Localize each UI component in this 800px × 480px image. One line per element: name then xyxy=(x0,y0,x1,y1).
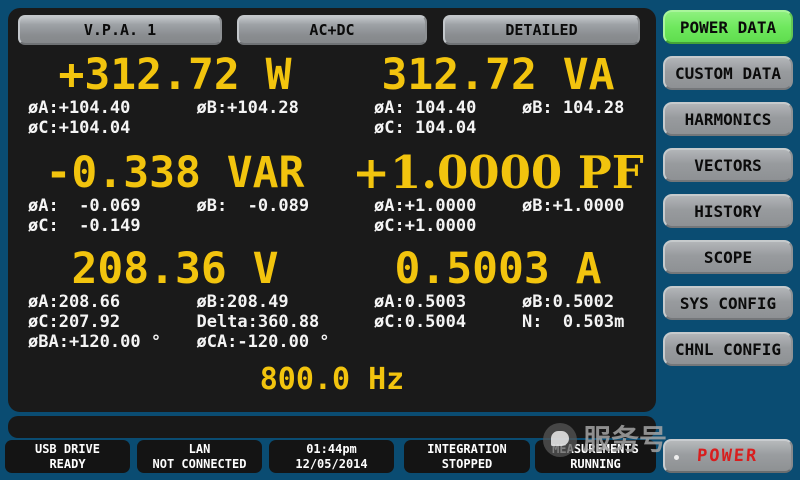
pf-section: +1.0000 PF øA:+1.0000 øB:+1.0000 øC:+1.0… xyxy=(348,146,648,237)
var-phase-a: øA: -0.069 xyxy=(28,196,141,216)
sidebar-label-scope: SCOPE xyxy=(703,247,753,267)
status-lan-line2: NOT CONNECTED xyxy=(152,456,247,471)
tab-acdc-label: AC+DC xyxy=(309,21,355,39)
volts-section: 208.36 V øA:208.66 øB:208.49 øC:207.92 D… xyxy=(10,246,340,352)
watts-phase-c: øC:+104.04 xyxy=(28,118,131,138)
sidebar-label-history: HISTORY xyxy=(694,201,762,221)
sidebar-item-history[interactable]: HISTORY xyxy=(663,194,793,228)
amps-phase-b: øB:0.5002 xyxy=(521,292,615,312)
volts-phase-a: øA:208.66 xyxy=(28,292,121,312)
sidebar-item-scope[interactable]: SCOPE xyxy=(663,240,793,274)
status-usb-line2: READY xyxy=(49,456,86,471)
tab-acdc-mode[interactable]: AC+DC xyxy=(237,15,427,45)
pf-phase-c: øC:+1.0000 xyxy=(374,216,477,236)
var-value: -0.338 VAR xyxy=(45,148,305,198)
amps-phase-a: øA:0.5003 xyxy=(374,292,467,312)
volts-phase-b: øB:208.49 xyxy=(196,292,289,312)
volts-phase-ca-angle: øCA:-120.00 ° xyxy=(196,332,330,352)
pf-value: +1.0000 PF xyxy=(352,146,644,199)
var-section: -0.338 VAR øA: -0.069 øB: -0.089 øC: -0.… xyxy=(10,150,340,236)
pf-phase-b: øB:+1.0000 xyxy=(521,196,625,216)
watts-value: +312.72 W xyxy=(58,50,292,100)
amps-neutral: N: 0.503m xyxy=(521,312,625,332)
amps-section: 0.5003 A øA:0.5003 øB:0.5002 øC:0.5004 N… xyxy=(348,246,648,332)
tab-vpa-1[interactable]: V.P.A. 1 xyxy=(18,15,222,45)
volts-delta: Delta:360.88 xyxy=(196,312,320,332)
pf-phase-a: øA:+1.0000 xyxy=(374,196,477,216)
va-section: 312.72 VA øA: 104.40 øB: 104.28 øC: 104.… xyxy=(348,52,648,138)
va-value: 312.72 VA xyxy=(381,50,615,100)
status-measurements-line1: MEASUREMENTS xyxy=(552,441,639,456)
var-phase-c: øC: -0.149 xyxy=(28,216,141,236)
amps-phase-c: øC:0.5004 xyxy=(374,312,467,332)
sidebar-label-chnl-config: CHNL CONFIG xyxy=(675,339,781,359)
power-button-label: POWER xyxy=(696,446,760,466)
sidebar-item-custom-data[interactable]: CUSTOM DATA xyxy=(663,56,793,90)
power-button[interactable]: POWER xyxy=(663,439,793,473)
main-display-panel xyxy=(8,8,656,412)
tab-detailed-label: DETAILED xyxy=(505,21,578,39)
va-phase-b: øB: 104.28 xyxy=(521,98,625,118)
sidebar-label-harmonics: HARMONICS xyxy=(684,109,772,129)
volts-phase-c: øC:207.92 xyxy=(28,312,121,332)
volts-value: 208.36 V xyxy=(71,244,279,294)
sidebar-item-sys-config[interactable]: SYS CONFIG xyxy=(663,286,793,320)
tab-detailed-view[interactable]: DETAILED xyxy=(443,15,640,45)
frequency-value: 800.0 Hz xyxy=(259,362,405,397)
va-phase-a: øA: 104.40 xyxy=(374,98,477,118)
status-integration-line2: STOPPED xyxy=(441,456,493,471)
var-phase-b: øB: -0.089 xyxy=(196,196,310,216)
va-phase-c: øC: 104.04 xyxy=(374,118,477,138)
sidebar-item-power-data[interactable]: POWER DATA xyxy=(663,10,793,44)
status-time: 01:44pm xyxy=(306,441,357,456)
sidebar-label-sys-config: SYS CONFIG xyxy=(679,293,777,313)
tab-vpa-1-label: V.P.A. 1 xyxy=(83,21,157,39)
watts-phase-a: øA:+104.40 xyxy=(28,98,131,118)
sidebar-label-vectors: VECTORS xyxy=(694,155,762,175)
sidebar-item-vectors[interactable]: VECTORS xyxy=(663,148,793,182)
volts-phase-ba-angle: øBA:+120.00 ° xyxy=(28,332,162,352)
status-measurements: MEASUREMENTS RUNNING xyxy=(535,440,656,473)
message-bar xyxy=(8,416,656,438)
status-usb-line1: USB DRIVE xyxy=(34,441,101,456)
status-lan: LAN NOT CONNECTED xyxy=(137,440,262,473)
power-led-dot xyxy=(674,455,679,460)
status-datetime: 01:44pm 12/05/2014 xyxy=(269,440,394,473)
status-date: 12/05/2014 xyxy=(295,456,368,471)
sidebar-item-chnl-config[interactable]: CHNL CONFIG xyxy=(663,332,793,366)
status-usb-drive: USB DRIVE READY xyxy=(5,440,130,473)
sidebar-label-custom-data: CUSTOM DATA xyxy=(675,63,781,83)
status-lan-line1: LAN xyxy=(188,441,211,456)
amps-value: 0.5003 A xyxy=(394,244,602,294)
status-measurements-line2: RUNNING xyxy=(570,456,621,471)
watts-phase-b: øB:+104.28 xyxy=(196,98,299,118)
sidebar-label-power-data: POWER DATA xyxy=(679,17,777,37)
watts-section: +312.72 W øA:+104.40 øB:+104.28 øC:+104.… xyxy=(10,52,340,138)
sidebar-item-harmonics[interactable]: HARMONICS xyxy=(663,102,793,136)
status-integration-line1: INTEGRATION xyxy=(427,441,507,456)
status-integration: INTEGRATION STOPPED xyxy=(404,440,530,473)
